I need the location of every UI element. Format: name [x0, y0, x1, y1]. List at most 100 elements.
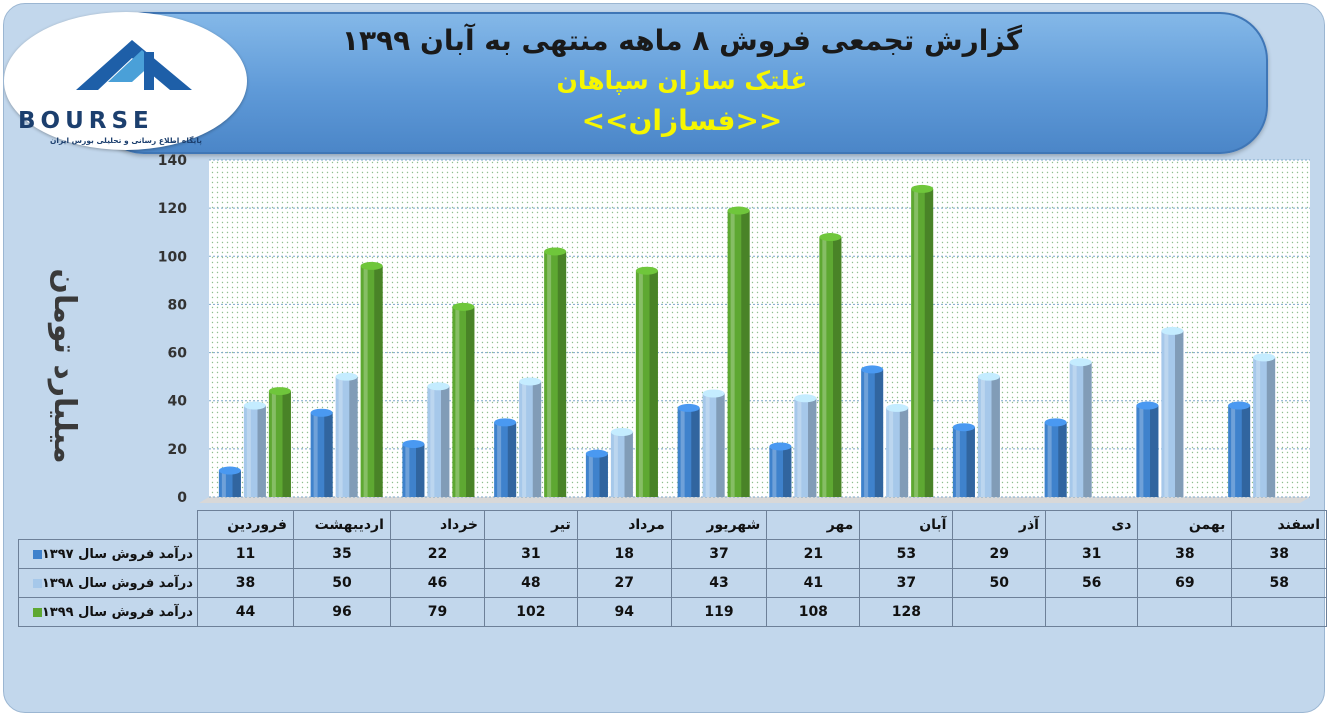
table-cell: 56 [1044, 568, 1139, 598]
legend-swatch-icon [32, 607, 42, 617]
bar-highlight [1072, 362, 1077, 497]
category-label: شهریور [670, 510, 768, 540]
logo-tagline: پایگاه اطلاع رسانی و تحلیلی بورس ایران [50, 136, 202, 145]
bar-cap [635, 266, 658, 275]
bar [702, 389, 725, 497]
legend-entry: درآمد فروش سال ۱۳۹۹ [18, 597, 198, 627]
bar-cap [677, 403, 700, 412]
bar-highlight [797, 398, 802, 497]
table-cell: 35 [292, 539, 391, 569]
table-cell: 50 [292, 568, 391, 598]
bar [727, 206, 750, 498]
bar-shade [808, 398, 817, 497]
bar-highlight [588, 453, 593, 497]
bar [427, 382, 450, 497]
bar-cap [702, 389, 725, 398]
bar-shade [924, 188, 934, 497]
bar-cap [427, 382, 450, 391]
table-cell: 27 [576, 568, 672, 598]
bar-highlight [705, 393, 710, 497]
bar [819, 233, 842, 497]
bar-highlight [1164, 330, 1169, 497]
bar [494, 418, 517, 497]
bar-shade [741, 210, 750, 498]
bar [243, 401, 266, 497]
title-banner: گزارش تجمعی فروش ۸ ماهه منتهی به آبان ۱۳… [96, 12, 1268, 154]
bar-highlight [338, 376, 343, 497]
bar [1228, 401, 1251, 497]
bar-highlight [955, 427, 960, 497]
bar-highlight [889, 407, 894, 497]
category-label: آبان [859, 510, 954, 540]
bar [886, 403, 909, 497]
y-tick-label: 40 [168, 394, 188, 410]
logo-brand: BOURSE [18, 108, 154, 134]
legend-label: درآمد فروش سال ۱۳۹۷ [41, 546, 193, 562]
bar-shade [899, 407, 909, 497]
bar-highlight [864, 369, 869, 497]
bar-cap [911, 184, 934, 193]
bar-cap [1161, 326, 1184, 335]
category-label: دی [1044, 510, 1139, 540]
table-cell: 94 [576, 597, 672, 627]
bar-highlight [271, 391, 276, 497]
table-cell: 41 [766, 568, 861, 598]
bar [610, 428, 633, 497]
bar-highlight [638, 270, 643, 497]
category-label: بهمن [1137, 510, 1233, 540]
bar-shade [874, 369, 884, 497]
bar [218, 466, 241, 497]
bar-highlight [914, 188, 919, 497]
bar [402, 440, 425, 497]
legend-label: درآمد فروش سال ۱۳۹۹ [41, 604, 193, 620]
logo-mark-icon [76, 40, 192, 90]
bar-highlight [730, 210, 735, 498]
bar-highlight [455, 306, 460, 497]
bar-cap [519, 377, 542, 386]
legend-swatch-icon [32, 578, 42, 588]
bar [677, 403, 700, 497]
bar-cap [819, 233, 842, 242]
bar [452, 302, 475, 497]
bar-cap [1044, 418, 1067, 427]
bar-shade [1058, 422, 1067, 497]
table-row: درآمد فروش سال ۱۳۹۹ 44 96 79 102 94 119 108 128 [18, 597, 1327, 627]
bar-shade [1241, 405, 1251, 497]
bar-shade [1083, 362, 1092, 497]
bar [861, 365, 884, 497]
bar-cap [1228, 401, 1251, 410]
table-cell: 96 [292, 597, 391, 627]
bar-shade [991, 376, 1000, 497]
table-cell: 22 [389, 539, 486, 569]
category-label: اسفند [1231, 510, 1327, 540]
bar-shade [282, 391, 291, 497]
bar-cap [243, 401, 266, 410]
bar [1069, 358, 1092, 497]
y-tick-label: 0 [177, 490, 187, 506]
bar-cap [794, 394, 817, 403]
bar-highlight [430, 386, 435, 497]
bar-shade [416, 444, 425, 497]
category-label: اردیبهشت [292, 510, 391, 540]
bar-cap [544, 247, 567, 256]
bar-shade [649, 270, 658, 497]
bar-cap [952, 423, 975, 432]
bar-shade [599, 453, 608, 497]
bar [911, 184, 934, 497]
table-cell: 108 [766, 597, 861, 627]
legend-swatch-icon [32, 549, 42, 559]
bar [335, 372, 358, 497]
table-cell: 79 [389, 597, 486, 627]
table-cell: 38 [1137, 539, 1233, 569]
bar-cap [769, 442, 792, 451]
bar-highlight [405, 444, 410, 497]
table-cell: 21 [766, 539, 861, 569]
bar-shade [232, 470, 241, 497]
table-cell: 46 [389, 568, 486, 598]
bar [977, 372, 1000, 497]
bar-shade [1150, 405, 1159, 497]
bar-cap [310, 408, 333, 417]
bar-shade [1175, 330, 1184, 497]
bar-shade [507, 422, 517, 497]
